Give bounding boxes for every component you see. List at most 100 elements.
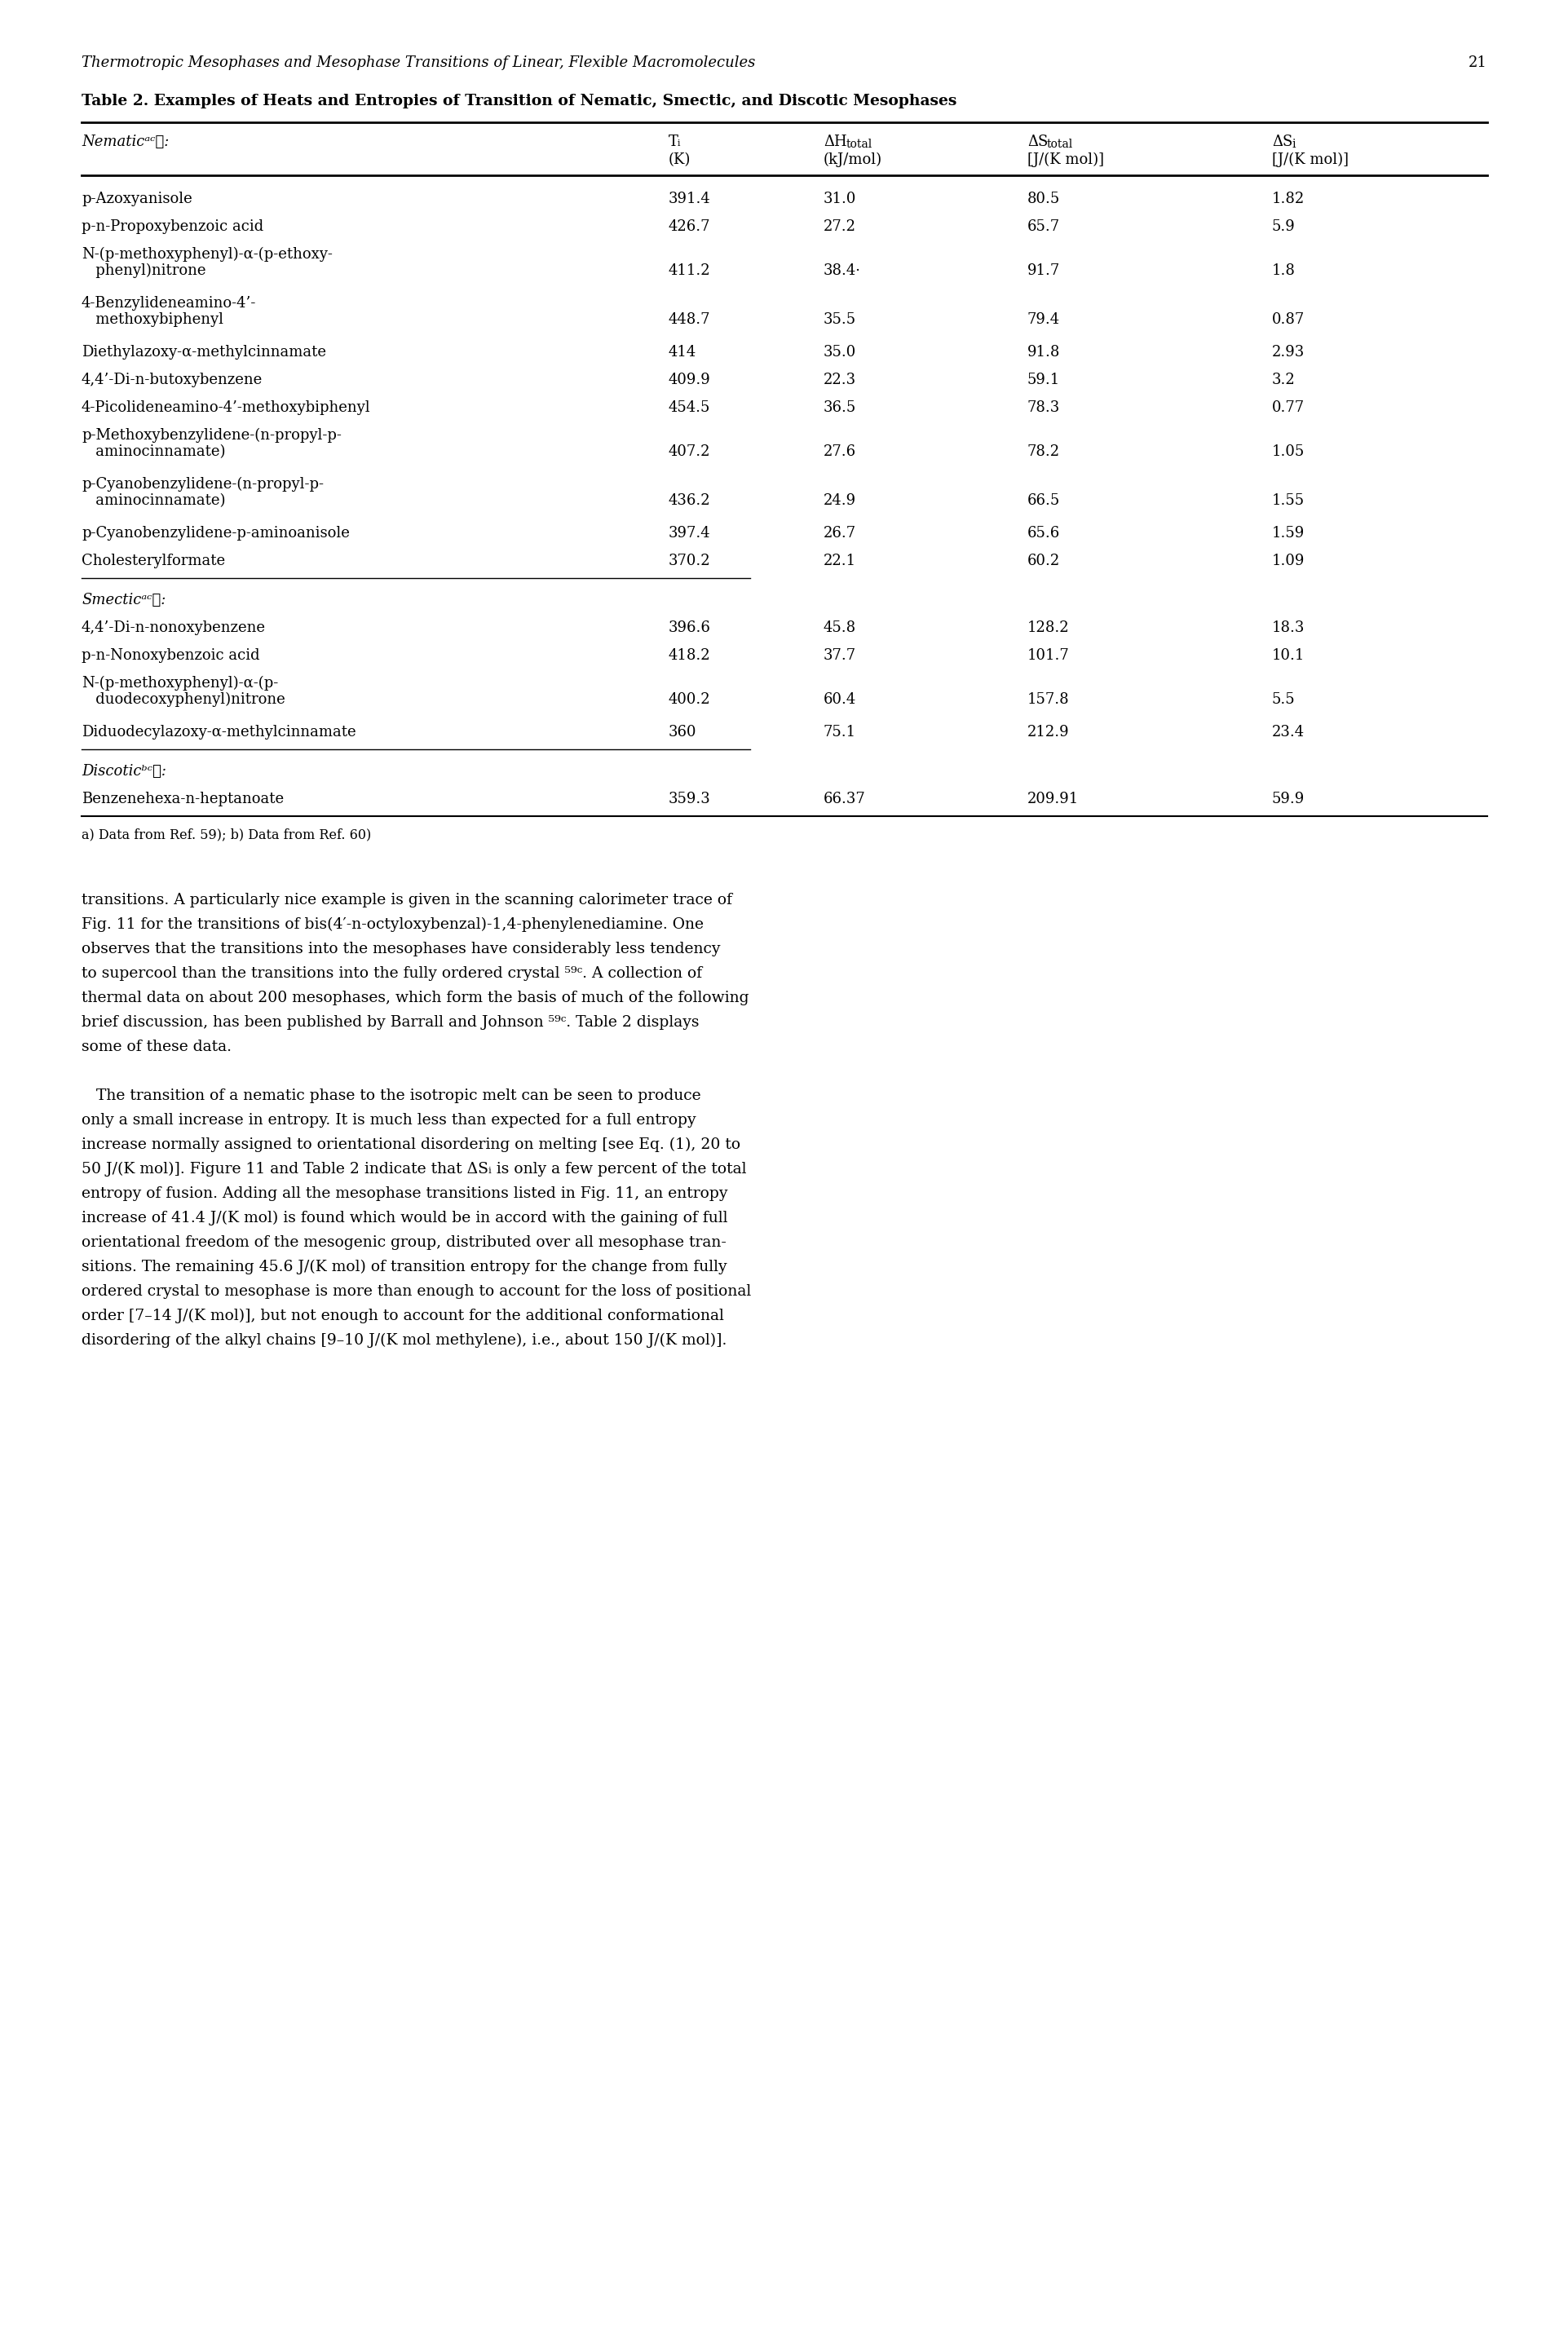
Text: 4,4’-Di-n-butoxybenzene: 4,4’-Di-n-butoxybenzene [82, 372, 262, 386]
Text: [J/(K mol)]: [J/(K mol)] [1027, 154, 1104, 168]
Text: 5.9: 5.9 [1272, 219, 1295, 235]
Text: 4,4’-Di-n-nonoxybenzene: 4,4’-Di-n-nonoxybenzene [82, 621, 265, 635]
Text: 66.5: 66.5 [1027, 493, 1060, 507]
Text: 1.55: 1.55 [1272, 493, 1305, 507]
Text: 1.09: 1.09 [1272, 554, 1305, 568]
Text: Thermotropic Mesophases and Mesophase Transitions of Linear, Flexible Macromolec: Thermotropic Mesophases and Mesophase Tr… [82, 56, 754, 70]
Text: ordered crystal to mesophase is more than enough to account for the loss of posi: ordered crystal to mesophase is more tha… [82, 1285, 751, 1298]
Text: 22.1: 22.1 [823, 554, 856, 568]
Text: 359.3: 359.3 [668, 791, 710, 807]
Text: 27.2: 27.2 [823, 219, 856, 235]
Text: N-(p-methoxyphenyl)-α-(p-ethoxy-: N-(p-methoxyphenyl)-α-(p-ethoxy- [82, 247, 332, 263]
Text: p-Methoxybenzylidene-(n-propyl-p-: p-Methoxybenzylidene-(n-propyl-p- [82, 428, 342, 442]
Text: 209.91: 209.91 [1027, 791, 1079, 807]
Text: Cholesterylformate: Cholesterylformate [82, 554, 226, 568]
Text: transitions. A particularly nice example is given in the scanning calorimeter tr: transitions. A particularly nice example… [82, 894, 732, 908]
Text: 101.7: 101.7 [1027, 649, 1069, 663]
Text: 360: 360 [668, 724, 696, 740]
Text: 37.7: 37.7 [823, 649, 856, 663]
Text: 1.82: 1.82 [1272, 191, 1305, 207]
Text: 45.8: 45.8 [823, 621, 856, 635]
Text: disordering of the alkyl chains [9–10 J/(K mol methylene), i.e., about 150 J/(K : disordering of the alkyl chains [9–10 J/… [82, 1333, 726, 1347]
Text: 397.4: 397.4 [668, 526, 710, 540]
Text: ΔS: ΔS [1272, 135, 1292, 149]
Text: Nematicᵃᶜ⧳:: Nematicᵃᶜ⧳: [82, 135, 169, 149]
Text: to supercool than the transitions into the fully ordered crystal ⁵⁹ᶜ. A collecti: to supercool than the transitions into t… [82, 966, 702, 982]
Text: 454.5: 454.5 [668, 400, 710, 414]
Text: 36.5: 36.5 [823, 400, 856, 414]
Text: 4-Benzylideneamino-4’-: 4-Benzylideneamino-4’- [82, 296, 256, 309]
Text: Benzenehexa-n-heptanoate: Benzenehexa-n-heptanoate [82, 791, 284, 807]
Text: 212.9: 212.9 [1027, 724, 1069, 740]
Text: entropy of fusion. Adding all the mesophase transitions listed in Fig. 11, an en: entropy of fusion. Adding all the mesoph… [82, 1187, 728, 1201]
Text: p-Cyanobenzylidene-(n-propyl-p-: p-Cyanobenzylidene-(n-propyl-p- [82, 477, 323, 491]
Text: 75.1: 75.1 [823, 724, 856, 740]
Text: observes that the transitions into the mesophases have considerably less tendenc: observes that the transitions into the m… [82, 942, 720, 956]
Text: ΔS: ΔS [1027, 135, 1047, 149]
Text: 10.1: 10.1 [1272, 649, 1305, 663]
Text: 157.8: 157.8 [1027, 691, 1069, 707]
Text: 60.2: 60.2 [1027, 554, 1060, 568]
Text: 418.2: 418.2 [668, 649, 710, 663]
Text: 411.2: 411.2 [668, 263, 710, 277]
Text: 436.2: 436.2 [668, 493, 710, 507]
Text: p-n-Nonoxybenzoic acid: p-n-Nonoxybenzoic acid [82, 649, 260, 663]
Text: 4-Picolideneamino-4’-methoxybiphenyl: 4-Picolideneamino-4’-methoxybiphenyl [82, 400, 370, 414]
Text: Discoticᵇᶜ⧳:: Discoticᵇᶜ⧳: [82, 763, 166, 780]
Text: 409.9: 409.9 [668, 372, 710, 386]
Text: Table 2. Examples of Heats and Entropies of Transition of Nematic, Smectic, and : Table 2. Examples of Heats and Entropies… [82, 93, 956, 109]
Text: 21: 21 [1468, 56, 1486, 70]
Text: 79.4: 79.4 [1027, 312, 1060, 328]
Text: 391.4: 391.4 [668, 191, 710, 207]
Text: Smecticᵃᶜ⧳:: Smecticᵃᶜ⧳: [82, 593, 166, 607]
Text: p-Azoxyanisole: p-Azoxyanisole [82, 191, 193, 207]
Text: total: total [847, 140, 872, 149]
Text: N-(p-methoxyphenyl)-α-(p-: N-(p-methoxyphenyl)-α-(p- [82, 675, 278, 691]
Text: 26.7: 26.7 [823, 526, 856, 540]
Text: (kJ/mol): (kJ/mol) [823, 154, 881, 168]
Text: ΔH: ΔH [823, 135, 847, 149]
Text: 60.4: 60.4 [823, 691, 856, 707]
Text: The transition of a nematic phase to the isotropic melt can be seen to produce: The transition of a nematic phase to the… [82, 1089, 701, 1103]
Text: 78.2: 78.2 [1027, 444, 1060, 458]
Text: 3.2: 3.2 [1272, 372, 1295, 386]
Text: Fig. 11 for the transitions of bis(4′-n-octyloxybenzal)-1,4-phenylenediamine. On: Fig. 11 for the transitions of bis(4′-n-… [82, 917, 704, 933]
Text: 370.2: 370.2 [668, 554, 710, 568]
Text: 128.2: 128.2 [1027, 621, 1069, 635]
Text: 78.3: 78.3 [1027, 400, 1060, 414]
Text: 22.3: 22.3 [823, 372, 856, 386]
Text: 426.7: 426.7 [668, 219, 710, 235]
Text: a) Data from Ref. 59); b) Data from Ref. 60): a) Data from Ref. 59); b) Data from Ref.… [82, 828, 372, 842]
Text: phenyl)nitrone: phenyl)nitrone [82, 263, 205, 279]
Text: 18.3: 18.3 [1272, 621, 1305, 635]
Text: 407.2: 407.2 [668, 444, 710, 458]
Text: 27.6: 27.6 [823, 444, 856, 458]
Text: Tᵢ: Tᵢ [668, 135, 681, 149]
Text: methoxybiphenyl: methoxybiphenyl [82, 312, 223, 328]
Text: 1.05: 1.05 [1272, 444, 1305, 458]
Text: 59.9: 59.9 [1272, 791, 1305, 807]
Text: 5.5: 5.5 [1272, 691, 1295, 707]
Text: 35.5: 35.5 [823, 312, 856, 328]
Text: p-Cyanobenzylidene-p-aminoanisole: p-Cyanobenzylidene-p-aminoanisole [82, 526, 350, 540]
Text: increase of 41.4 J/(K mol) is found which would be in accord with the gaining of: increase of 41.4 J/(K mol) is found whic… [82, 1210, 728, 1226]
Text: [J/(K mol)]: [J/(K mol)] [1272, 154, 1348, 168]
Text: Diethylazoxy-α-methylcinnamate: Diethylazoxy-α-methylcinnamate [82, 344, 326, 361]
Text: 80.5: 80.5 [1027, 191, 1060, 207]
Text: 1.8: 1.8 [1272, 263, 1295, 277]
Text: 66.37: 66.37 [823, 791, 866, 807]
Text: duodecoxyphenyl)nitrone: duodecoxyphenyl)nitrone [82, 691, 285, 707]
Text: brief discussion, has been published by Barrall and Johnson ⁵⁹ᶜ. Table 2 display: brief discussion, has been published by … [82, 1015, 699, 1031]
Text: 65.7: 65.7 [1027, 219, 1060, 235]
Text: order [7–14 J/(K mol)], but not enough to account for the additional conformatio: order [7–14 J/(K mol)], but not enough t… [82, 1308, 723, 1324]
Text: total: total [1046, 140, 1073, 149]
Text: 91.7: 91.7 [1027, 263, 1060, 277]
Text: 38.4·: 38.4· [823, 263, 861, 277]
Text: 2.93: 2.93 [1272, 344, 1305, 361]
Text: increase normally assigned to orientational disordering on melting [see Eq. (1),: increase normally assigned to orientatio… [82, 1138, 740, 1152]
Text: (K): (K) [668, 154, 690, 168]
Text: 0.77: 0.77 [1272, 400, 1305, 414]
Text: thermal data on about 200 mesophases, which form the basis of much of the follow: thermal data on about 200 mesophases, wh… [82, 991, 748, 1005]
Text: p-n-Propoxybenzoic acid: p-n-Propoxybenzoic acid [82, 219, 263, 235]
Text: i: i [1290, 140, 1295, 149]
